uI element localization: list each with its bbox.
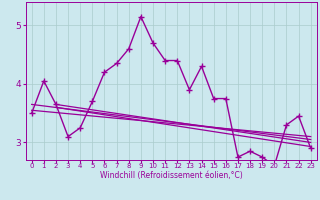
- X-axis label: Windchill (Refroidissement éolien,°C): Windchill (Refroidissement éolien,°C): [100, 171, 243, 180]
